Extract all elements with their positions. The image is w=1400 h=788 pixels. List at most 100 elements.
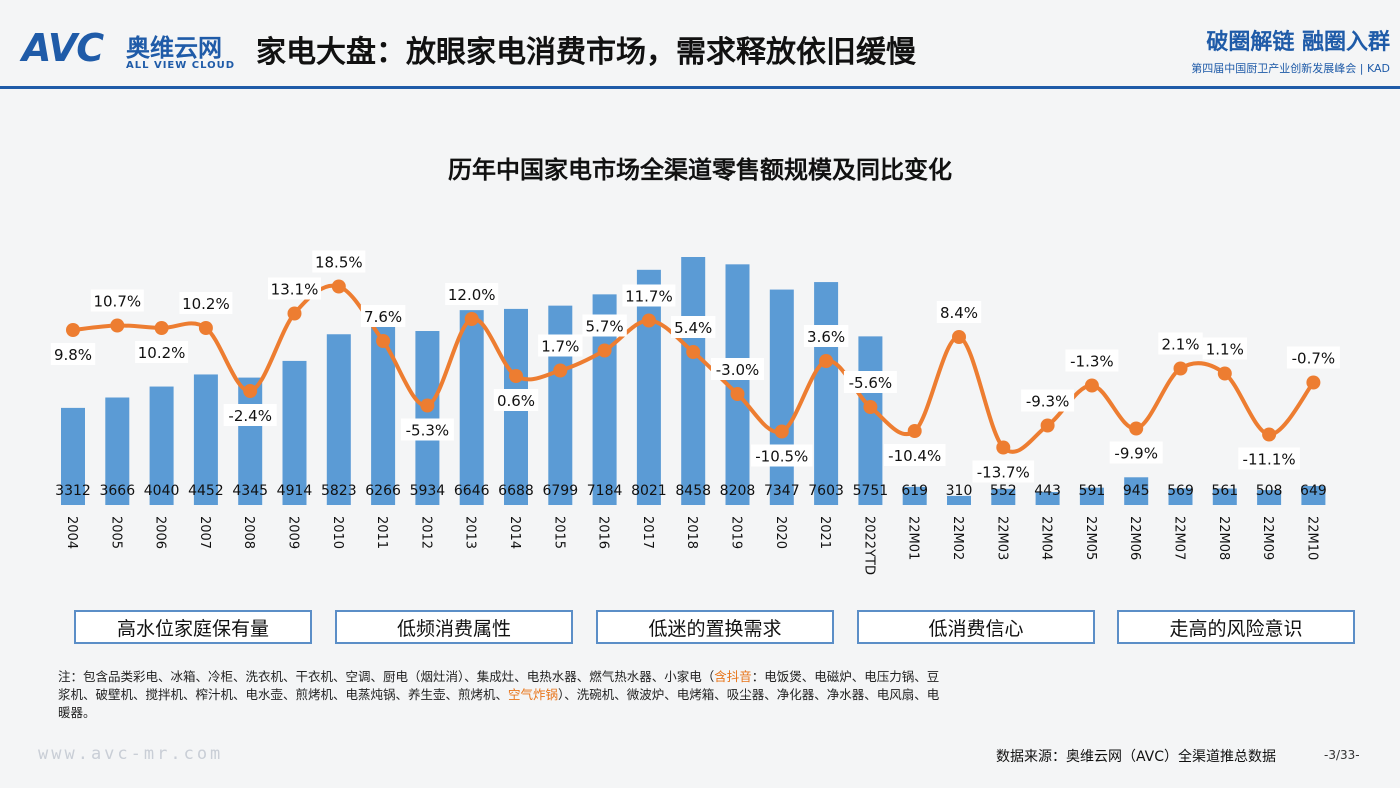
bar-2009 (282, 360, 307, 505)
point-2022YTD (863, 400, 878, 414)
x-label-22M03: 22M03 (994, 516, 1009, 560)
x-label-2006: 2006 (153, 516, 168, 549)
note-part-3: ）、洗碗机、微波炉、电烤箱、吸尘器、净化器、净水器、电风扇、电暖器。 (58, 687, 940, 720)
bar-label-2021: 7603 (808, 483, 844, 499)
x-label-22M06: 22M06 (1127, 516, 1142, 560)
logo-mark: AVC (22, 26, 104, 70)
point-2013 (464, 312, 479, 326)
x-label-22M05: 22M05 (1083, 516, 1098, 560)
point-2005 (110, 318, 125, 333)
line-label-22M02: 8.4% (940, 304, 978, 322)
line-label-2009: 13.1% (271, 281, 319, 299)
x-label-2022YTD: 2022YTD (861, 516, 876, 575)
bar-label-2014: 6688 (498, 483, 534, 499)
line-label-box-22M03 (972, 460, 1035, 483)
bar-label-22M01: 619 (901, 483, 928, 499)
yoy-line (72, 283, 1315, 454)
tag-5: 走高的风险意识 (1117, 610, 1355, 644)
line-label-box-22M05 (1065, 349, 1119, 372)
point-22M09 (1262, 427, 1277, 442)
line-label-2018: 5.4% (674, 319, 712, 337)
line-label-box-2006 (135, 341, 189, 363)
bar-label-2012: 5934 (410, 483, 446, 499)
chart-title: 历年中国家电市场全渠道零售额规模及同比变化 (448, 156, 952, 184)
x-label-22M01: 22M01 (906, 516, 921, 560)
point-22M04 (1040, 418, 1055, 433)
line-label-box-22M09 (1238, 447, 1300, 470)
line-label-2011: 7.6% (364, 308, 402, 326)
line-label-box-22M08 (1202, 337, 1247, 360)
avc-logo: AVC 奥维云网 ALL VIEW CLOUD (22, 26, 242, 76)
line-label-2010: 18.5% (315, 254, 363, 272)
bar-2013 (459, 310, 484, 505)
bar-label-2005: 3666 (99, 483, 135, 499)
x-label-22M10: 22M10 (1304, 516, 1319, 560)
bar-label-22M10: 649 (1300, 483, 1327, 499)
line-label-2007: 10.2% (182, 295, 230, 313)
point-2011 (376, 334, 391, 348)
logo-en-text: ALL VIEW CLOUD (126, 60, 236, 71)
line-label-box-22M07 (1158, 332, 1203, 355)
header-rule (0, 86, 1400, 89)
note-highlight-2: 空气炸锅 (508, 687, 559, 702)
point-22M01 (907, 424, 922, 438)
line-label-2005: 10.7% (93, 293, 141, 311)
bar-label-2017: 8021 (631, 483, 667, 499)
bar-2007 (193, 374, 218, 505)
bar-22M09 (1257, 490, 1282, 505)
bar-2021 (814, 282, 839, 505)
line-label-box-2018 (671, 316, 716, 338)
factor-tags: 高水位家庭保有量 低频消费属性 低迷的置换需求 低消费信心 走高的风险意识 (0, 610, 1400, 650)
line-label-box-2010 (312, 250, 366, 273)
point-2015 (553, 363, 568, 378)
point-2004 (66, 323, 80, 337)
line-label-box-2016 (582, 314, 627, 337)
line-label-2004: 9.8% (54, 346, 92, 364)
line-label-box-2021 (803, 325, 849, 347)
line-label-box-2020 (751, 444, 813, 467)
website-url: www.avc-mr.com (38, 744, 224, 764)
tag-4: 低消费信心 (857, 610, 1095, 644)
x-label-2013: 2013 (463, 516, 478, 549)
bar-label-22M03: 552 (990, 483, 1017, 499)
x-label-2010: 2010 (330, 516, 345, 549)
bar-label-2008: 4345 (232, 483, 268, 499)
x-label-2014: 2014 (507, 516, 522, 549)
x-label-2008: 2008 (241, 516, 256, 549)
retail-chart: 3312 3666 4040 4452 4345 4914 5823 6266 5934 6646… (50, 250, 1340, 575)
x-axis-labels: 2004 2005 2006 2007 2008 2009 2010 2011 2012 2013… (64, 516, 1319, 575)
bar-22M06 (1124, 477, 1149, 505)
bar-2010 (326, 334, 351, 505)
line-label-22M10: -0.7% (1292, 350, 1336, 368)
line-label-2021: 3.6% (807, 328, 845, 346)
point-2006 (154, 321, 169, 335)
bar-2004 (61, 407, 85, 505)
x-label-22M08: 22M08 (1216, 516, 1231, 560)
bar-label-2004: 3312 (55, 483, 91, 499)
line-label-box-2022YTD (843, 371, 897, 393)
line-label-2008: -2.4% (228, 407, 272, 425)
line-label-2017: 11.7% (625, 288, 673, 306)
bar-2018 (681, 257, 706, 505)
line-points (66, 279, 1321, 455)
x-label-2004: 2004 (64, 516, 79, 549)
line-label-box-2019 (711, 358, 764, 380)
x-label-2018: 2018 (684, 516, 699, 549)
line-label-box-22M06 (1109, 441, 1163, 464)
point-22M10 (1306, 375, 1321, 390)
point-2008 (243, 384, 258, 398)
tag-2: 低频消费属性 (335, 610, 573, 644)
point-2007 (198, 321, 213, 335)
bar-label-22M08: 561 (1211, 483, 1238, 499)
point-22M02 (952, 330, 966, 344)
line-label-2013: 12.0% (448, 286, 496, 304)
bar-label-2018: 8458 (675, 483, 711, 499)
bar-22M05 (1079, 487, 1104, 505)
line-label-2022YTD: -5.6% (849, 374, 893, 392)
point-22M07 (1173, 361, 1188, 376)
bar-label-2019: 8208 (720, 483, 756, 499)
line-label-box-2013 (445, 283, 499, 305)
x-label-22M04: 22M04 (1039, 516, 1054, 560)
bar-label-2009: 4914 (277, 483, 313, 499)
line-labels: 9.8% 10.7% 10.2% 10.2% -2.4% 13.1% 18.5% 7.6% -5… (50, 250, 1340, 483)
